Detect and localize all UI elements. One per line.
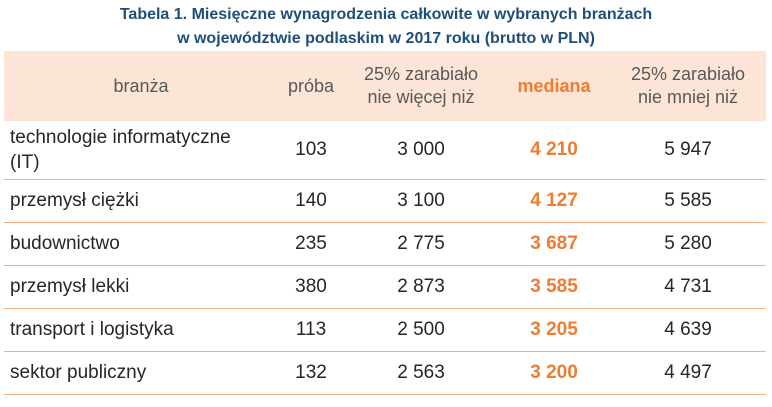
row-industry: przemysł ciężki	[10, 190, 139, 211]
row-q25: 2 873	[397, 275, 445, 297]
header-q75-line1: 25% zarabiało	[630, 64, 746, 84]
row-proba: 103	[295, 138, 327, 160]
header-q75-line2: nie mniej niż	[637, 87, 739, 107]
header-proba: próba	[287, 75, 335, 96]
row-q75: 4 731	[664, 275, 712, 297]
row-proba: 380	[295, 275, 327, 297]
row-industry: sektor publiczny	[10, 362, 147, 383]
header-branza: branża	[113, 75, 169, 96]
caption-line-1: Tabela 1. Miesięczne wynagrodzenia całko…	[119, 6, 653, 23]
row-q25: 3 000	[397, 138, 445, 160]
row-proba: 235	[295, 232, 327, 254]
row-industry: transport i logistyka	[10, 319, 174, 340]
row-q75: 5 280	[664, 232, 712, 254]
table-row: sektor publiczny 132 2 563 3 200 4 497	[4, 351, 766, 394]
header-q25-line2: nie więcej niż	[367, 87, 475, 107]
row-q25: 2 500	[397, 318, 445, 340]
row-proba: 113	[295, 318, 327, 340]
row-q25: 2 775	[397, 232, 445, 254]
caption-line-2: w województwie podlaskim w 2017 roku (br…	[177, 30, 595, 47]
row-q75: 5 585	[664, 189, 712, 211]
row-proba: 140	[295, 189, 327, 211]
row-q75: 4 639	[664, 318, 712, 340]
row-industry: budownictwo	[10, 233, 120, 254]
row-mediana: 4 210	[530, 138, 578, 160]
table-row: technologie informatyczne (IT) 103 3 000…	[4, 121, 766, 179]
salary-table: branża próba 25% zarabiało nie więcej ni…	[4, 51, 766, 395]
header-q25: 25% zarabiało nie więcej niż	[344, 51, 498, 121]
table-row: transport i logistyka 113 2 500 3 205 4 …	[4, 308, 766, 351]
row-mediana: 3 687	[530, 232, 578, 254]
header-row: branża próba 25% zarabiało nie więcej ni…	[4, 51, 766, 121]
industry-line1: technologie informatyczne	[10, 126, 231, 148]
row-industry: przemysł lekki	[10, 276, 130, 297]
row-q25: 2 563	[397, 361, 445, 383]
header-q25-line1: 25% zarabiało	[363, 64, 479, 84]
header-q75: 25% zarabiało nie mniej niż	[610, 51, 766, 121]
row-q25: 3 100	[397, 189, 445, 211]
industry-line2: (IT)	[10, 151, 40, 173]
row-mediana: 3 585	[530, 275, 578, 297]
row-q75: 5 947	[664, 138, 712, 160]
row-mediana: 3 200	[530, 361, 578, 383]
header-mediana: mediana	[517, 75, 591, 96]
row-industry: technologie informatyczne (IT)	[4, 121, 278, 179]
row-mediana: 3 205	[530, 318, 578, 340]
table-row: budownictwo 235 2 775 3 687 5 280	[4, 222, 766, 265]
row-q75: 4 497	[664, 361, 712, 383]
table-row: przemysł ciężki 140 3 100 4 127 5 585	[4, 179, 766, 222]
table-row: przemysł lekki 380 2 873 3 585 4 731	[4, 265, 766, 308]
table-caption: Tabela 1. Miesięczne wynagrodzenia całko…	[0, 0, 772, 51]
row-mediana: 4 127	[530, 189, 578, 211]
row-proba: 132	[295, 361, 327, 383]
